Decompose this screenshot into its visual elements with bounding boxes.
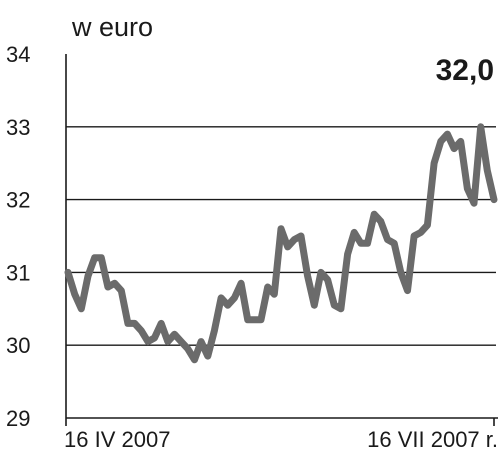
y-tick-label: 32 xyxy=(6,188,30,213)
y-tick-label: 34 xyxy=(6,42,30,67)
series xyxy=(64,123,498,364)
series-line-0 xyxy=(64,123,498,364)
x-tick-end: 16 VII 2007 r. xyxy=(367,427,498,452)
y-tick-label: 31 xyxy=(6,260,30,285)
unit-label: w euro xyxy=(71,12,153,42)
gridlines xyxy=(66,126,496,346)
y-tick-label: 30 xyxy=(6,333,30,358)
x-tick-start: 16 IV 2007 xyxy=(64,427,170,452)
last-value-label: 32,0 xyxy=(436,54,494,87)
y-tick-label: 33 xyxy=(6,115,30,140)
y-axis-ticks: 29 30 31 32 33 34 xyxy=(6,42,30,431)
y-tick-label: 29 xyxy=(6,406,30,431)
